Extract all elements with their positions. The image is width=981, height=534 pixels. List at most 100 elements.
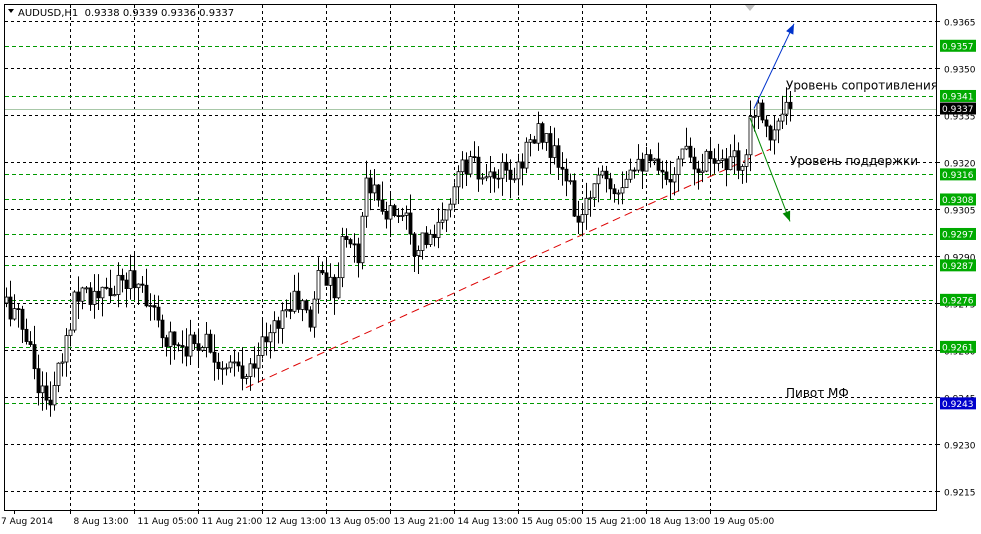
price-label: 0.9308	[942, 196, 974, 206]
annotations: Уровень сопротивления Уровень поддержки Пи…	[786, 79, 938, 400]
candle-body	[736, 150, 741, 171]
candle-body	[564, 168, 569, 182]
price-tick-label: 0.9290	[944, 254, 976, 264]
candle-body	[132, 270, 137, 289]
candle-body	[588, 197, 593, 200]
support-trendline	[245, 148, 771, 389]
candle-body	[292, 290, 297, 312]
candle-body	[420, 232, 425, 251]
candle-body	[300, 300, 305, 310]
candle-body	[628, 169, 633, 180]
candle-body	[444, 209, 449, 221]
candle-body	[496, 177, 501, 180]
candle-body	[608, 178, 613, 190]
candle-body	[24, 328, 29, 342]
time-tick-label: 18 Aug 13:00	[650, 517, 711, 527]
price-label-box	[940, 293, 976, 306]
candle-body	[364, 177, 369, 217]
candle-body	[208, 333, 213, 353]
candle-body	[188, 334, 193, 357]
chart-header: AUDUSD,H1 0.9338 0.9339 0.9336 0.9337	[8, 8, 234, 19]
price-label-box	[940, 39, 976, 52]
symbol-menu-icon[interactable]	[8, 9, 14, 13]
candle-body	[696, 168, 701, 173]
time-tick-label: 19 Aug 05:00	[714, 517, 775, 527]
candle-body	[380, 199, 385, 212]
candle-body	[632, 169, 637, 172]
candle-body	[120, 274, 125, 281]
candle-body	[232, 361, 237, 364]
candle-body	[44, 385, 49, 401]
candle-body	[524, 141, 529, 169]
candle-body	[448, 203, 453, 211]
candle-body	[424, 232, 429, 245]
candle-body	[264, 336, 269, 343]
candle-body	[80, 287, 85, 302]
candle-body	[552, 145, 557, 158]
candle-body	[32, 344, 37, 370]
price-label: 0.9341	[942, 92, 974, 102]
symbol-ohlc-text: AUDUSD,H1 0.9338 0.9339 0.9336 0.9337	[18, 8, 234, 19]
arrow-down-shaft	[749, 117, 791, 222]
candle-body	[328, 276, 333, 286]
price-label: 0.9261	[942, 343, 974, 353]
candle-body	[768, 125, 773, 141]
candle-body	[60, 361, 65, 364]
candle-body	[700, 170, 705, 173]
candle-body	[728, 156, 733, 171]
candle-body	[52, 385, 57, 406]
candle-body	[28, 341, 33, 345]
candle-body	[340, 236, 345, 279]
candle-body	[348, 239, 353, 245]
candle-body	[128, 270, 133, 290]
price-label: 0.9357	[942, 42, 974, 52]
candle-body	[432, 233, 437, 238]
candle-body	[572, 180, 577, 217]
candle-body	[568, 180, 573, 183]
candle-body	[104, 286, 109, 289]
candle-body	[12, 308, 17, 320]
candle-body	[184, 346, 189, 357]
candle-body	[508, 169, 513, 180]
candle-body	[592, 183, 597, 199]
candle-body	[512, 178, 517, 181]
candle-body	[652, 158, 657, 162]
candle-body	[580, 214, 585, 223]
price-label: 0.9243	[942, 400, 974, 410]
time-tick-label: 7 Aug 2014	[1, 517, 53, 527]
candle-body	[456, 171, 461, 188]
candle-body	[460, 159, 465, 173]
price-label-box	[940, 193, 976, 206]
candle-body	[200, 347, 205, 351]
candle-body	[532, 139, 537, 144]
candle-body	[252, 363, 257, 369]
candle-body	[624, 178, 629, 189]
candle-body	[612, 188, 617, 195]
candle-body	[180, 345, 185, 348]
candle-body	[312, 298, 317, 328]
candle-body	[196, 343, 201, 351]
candle-body	[280, 310, 285, 329]
candle-body	[416, 250, 421, 257]
candle-body	[560, 166, 565, 170]
candle-body	[408, 212, 413, 235]
candle-body	[716, 160, 721, 164]
candle-body	[144, 284, 149, 307]
candle-body	[72, 291, 77, 331]
shift-marker-icon[interactable]	[745, 5, 755, 11]
candle-body	[516, 161, 521, 180]
time-tick-label: 13 Aug 21:00	[394, 517, 455, 527]
candle-body	[744, 154, 749, 167]
candle-body	[308, 309, 313, 328]
time-axis[interactable]: 7 Aug 2014 8 Aug 13:00 11 Aug 05:00 11 Aug …	[1, 510, 774, 527]
candle-body	[204, 333, 209, 348]
price-axis[interactable]: 0.93650.93500.93350.93200.93050.92900.92…	[936, 19, 976, 499]
candle-body	[112, 294, 117, 297]
candle-body	[648, 154, 653, 162]
candle-body	[304, 300, 309, 311]
candle-body	[148, 305, 153, 307]
candle-body	[216, 361, 221, 370]
candle-body	[100, 286, 105, 299]
candle-body	[388, 205, 393, 220]
